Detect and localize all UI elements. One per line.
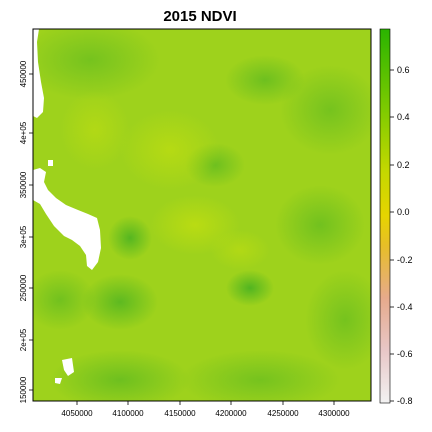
- legend-tick-label: 0.0: [397, 207, 410, 217]
- pond-south: [62, 358, 74, 376]
- legend-tick-label: -0.8: [397, 396, 413, 406]
- x-tick-label: 4150000: [164, 409, 196, 418]
- pond-southwest: [55, 378, 62, 384]
- legend-tick-label: 0.2: [397, 160, 410, 170]
- legend-tick-label: 0.6: [397, 65, 410, 75]
- y-tick-label: 4e+05: [19, 121, 28, 144]
- lake-water: [33, 168, 101, 270]
- y-tick-label: 250000: [19, 274, 28, 301]
- x-tick-label: 4200000: [215, 409, 247, 418]
- y-axis: 150000 2e+05 250000 3e+05 350000 4e+05 450000: [19, 60, 33, 403]
- legend-tick-label: -0.4: [397, 302, 413, 312]
- lake-shore-fill: [33, 29, 44, 118]
- y-tick-label: 450000: [19, 60, 28, 87]
- legend-tick-label: -0.2: [397, 255, 413, 265]
- map-frame: [32, 28, 372, 402]
- x-axis: 4050000 4100000 4150000 4200000 4250000 43000…: [61, 401, 350, 418]
- ndvi-raster: [33, 29, 371, 401]
- legend-colorbar: [379, 28, 391, 404]
- legend-tick-label: -0.6: [397, 349, 413, 359]
- legend-ticks: 0.6 0.4 0.2 0.0 -0.2 -0.4 -0.6 -0.8: [390, 65, 413, 406]
- x-tick-label: 4250000: [267, 409, 299, 418]
- x-tick-label: 4100000: [112, 409, 144, 418]
- map-title: 2015 NDVI: [163, 8, 237, 25]
- y-tick-label: 350000: [19, 171, 28, 198]
- y-tick-label: 2e+05: [19, 328, 28, 351]
- y-tick-label: 150000: [19, 376, 28, 403]
- lake-islet: [48, 160, 53, 166]
- y-tick-label: 3e+05: [19, 225, 28, 248]
- x-tick-label: 4300000: [318, 409, 350, 418]
- x-tick-label: 4050000: [61, 409, 93, 418]
- legend-tick-label: 0.4: [397, 112, 410, 122]
